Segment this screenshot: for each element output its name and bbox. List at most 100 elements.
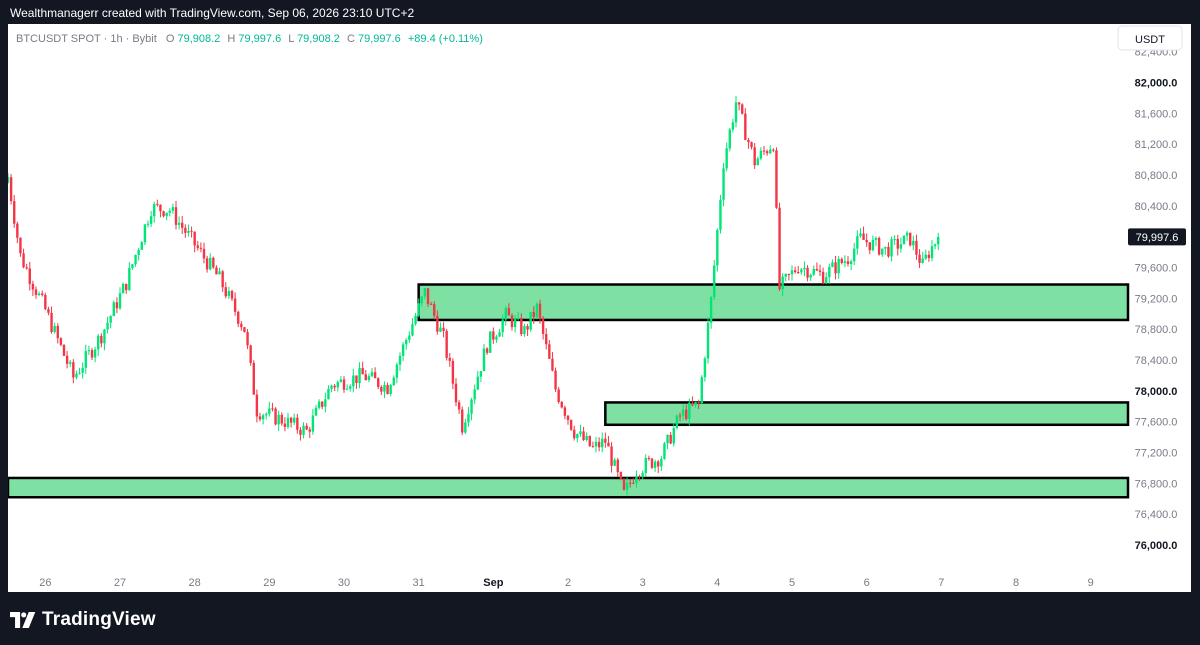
candle-body — [594, 441, 598, 447]
chart-panel[interactable]: BTCUSDT SPOT · 1h · Bybit O 79,908.2 H 7… — [8, 24, 1191, 592]
candle-body — [16, 223, 19, 238]
candle-body — [691, 402, 694, 406]
candle-body — [563, 407, 567, 416]
candle-body — [915, 240, 918, 255]
time-tick-label: Sep — [483, 577, 503, 589]
candle-body — [205, 258, 209, 270]
candle-body — [243, 327, 246, 333]
candle-body — [551, 358, 554, 371]
currency-button[interactable]: USDT — [1117, 25, 1183, 51]
tradingview-logo[interactable]: TradingView — [10, 609, 156, 631]
candle-body — [576, 434, 579, 439]
candle-body — [324, 399, 327, 407]
candle-body — [650, 458, 654, 468]
candle-body — [286, 417, 290, 427]
candle-body — [81, 367, 84, 373]
zones-layer — [8, 283, 1130, 499]
candle-body — [237, 311, 240, 324]
candle-body — [411, 324, 414, 336]
candle-body — [675, 415, 679, 429]
candle-body — [781, 276, 784, 290]
candle-body — [716, 229, 719, 266]
candle-body — [461, 409, 464, 433]
candle-body — [884, 246, 887, 249]
candle-body — [722, 168, 725, 200]
candle-body — [370, 372, 374, 377]
candle-body — [72, 362, 75, 378]
candle-body — [548, 344, 551, 359]
candle-body — [420, 296, 423, 304]
candle-body — [744, 113, 747, 140]
candle-body — [573, 429, 576, 439]
candle-body — [317, 401, 321, 408]
candle-body — [395, 364, 399, 378]
candle-body — [918, 254, 921, 263]
candle-body — [65, 355, 69, 364]
candle-body — [445, 330, 448, 358]
candle-body — [436, 315, 439, 332]
candle-body — [209, 257, 212, 270]
candle-body — [787, 273, 791, 275]
tradingview-logo-icon — [10, 612, 36, 628]
candle-body — [610, 446, 613, 466]
candle-body — [669, 434, 672, 444]
time-tick-label: 5 — [789, 577, 795, 589]
candle-body — [793, 270, 797, 273]
candle-body — [13, 201, 16, 224]
candle-body — [930, 246, 934, 259]
candle-body — [902, 235, 906, 245]
price-axis[interactable]: 82,400.082,000.081,600.081,200.080,800.0… — [1135, 47, 1178, 552]
candle-body — [364, 374, 367, 381]
price-tick-label: 82,000.0 — [1135, 78, 1178, 90]
candle-body — [146, 223, 150, 225]
candle-body — [809, 274, 812, 278]
candle-body — [489, 331, 492, 353]
candle-body — [909, 232, 912, 246]
candle-body — [389, 385, 392, 394]
candle-body — [423, 288, 427, 297]
high-value: 79,997.6 — [238, 33, 281, 45]
candle-body — [790, 270, 794, 275]
candle-body — [56, 325, 59, 339]
candle-body — [644, 458, 647, 473]
candle-body — [657, 461, 660, 467]
candle-body — [871, 239, 875, 251]
candle-body — [159, 204, 162, 212]
candle-body — [156, 204, 159, 206]
time-axis[interactable]: 26 27 28 29 30 31 Sep 2 3 4 5 6 7 8 9 — [39, 577, 1094, 589]
candle-body — [753, 147, 756, 166]
candle-body — [815, 269, 819, 271]
candle-body — [529, 311, 532, 330]
caption-text: Wealthmanagerr created with TradingView.… — [10, 6, 415, 20]
candle-body — [731, 122, 735, 130]
candle-body — [162, 211, 165, 217]
candle-body — [34, 289, 38, 295]
candle-body — [937, 236, 940, 245]
time-tick-label: 8 — [1013, 577, 1019, 589]
candle-body — [386, 385, 389, 394]
candle-body — [417, 303, 420, 316]
candle-body — [398, 355, 402, 365]
candle-body — [613, 459, 616, 466]
candle-body — [834, 262, 837, 274]
time-tick-label: 6 — [864, 577, 870, 589]
candle-body — [352, 375, 355, 387]
candle-body — [647, 458, 651, 460]
candle-body — [177, 222, 181, 225]
candle-body — [383, 385, 386, 392]
candle-body — [927, 254, 931, 259]
candle-body — [380, 387, 383, 392]
symbol-label: BTCUSDT SPOT · 1h · Bybit — [16, 33, 157, 45]
candle-body — [280, 414, 283, 424]
candle-body — [218, 271, 221, 275]
price-chart[interactable]: BTCUSDT SPOT · 1h · Bybit O 79,908.2 H 7… — [8, 24, 1191, 592]
high-label: H — [227, 33, 235, 45]
candle-body — [616, 459, 619, 473]
candle-body — [121, 283, 125, 294]
candle-body — [87, 350, 91, 352]
candle-body — [128, 267, 131, 291]
time-tick-label: 30 — [338, 577, 350, 589]
lower-demand-zone — [8, 476, 1130, 499]
candle-body — [118, 293, 122, 309]
candle-body — [308, 429, 311, 432]
